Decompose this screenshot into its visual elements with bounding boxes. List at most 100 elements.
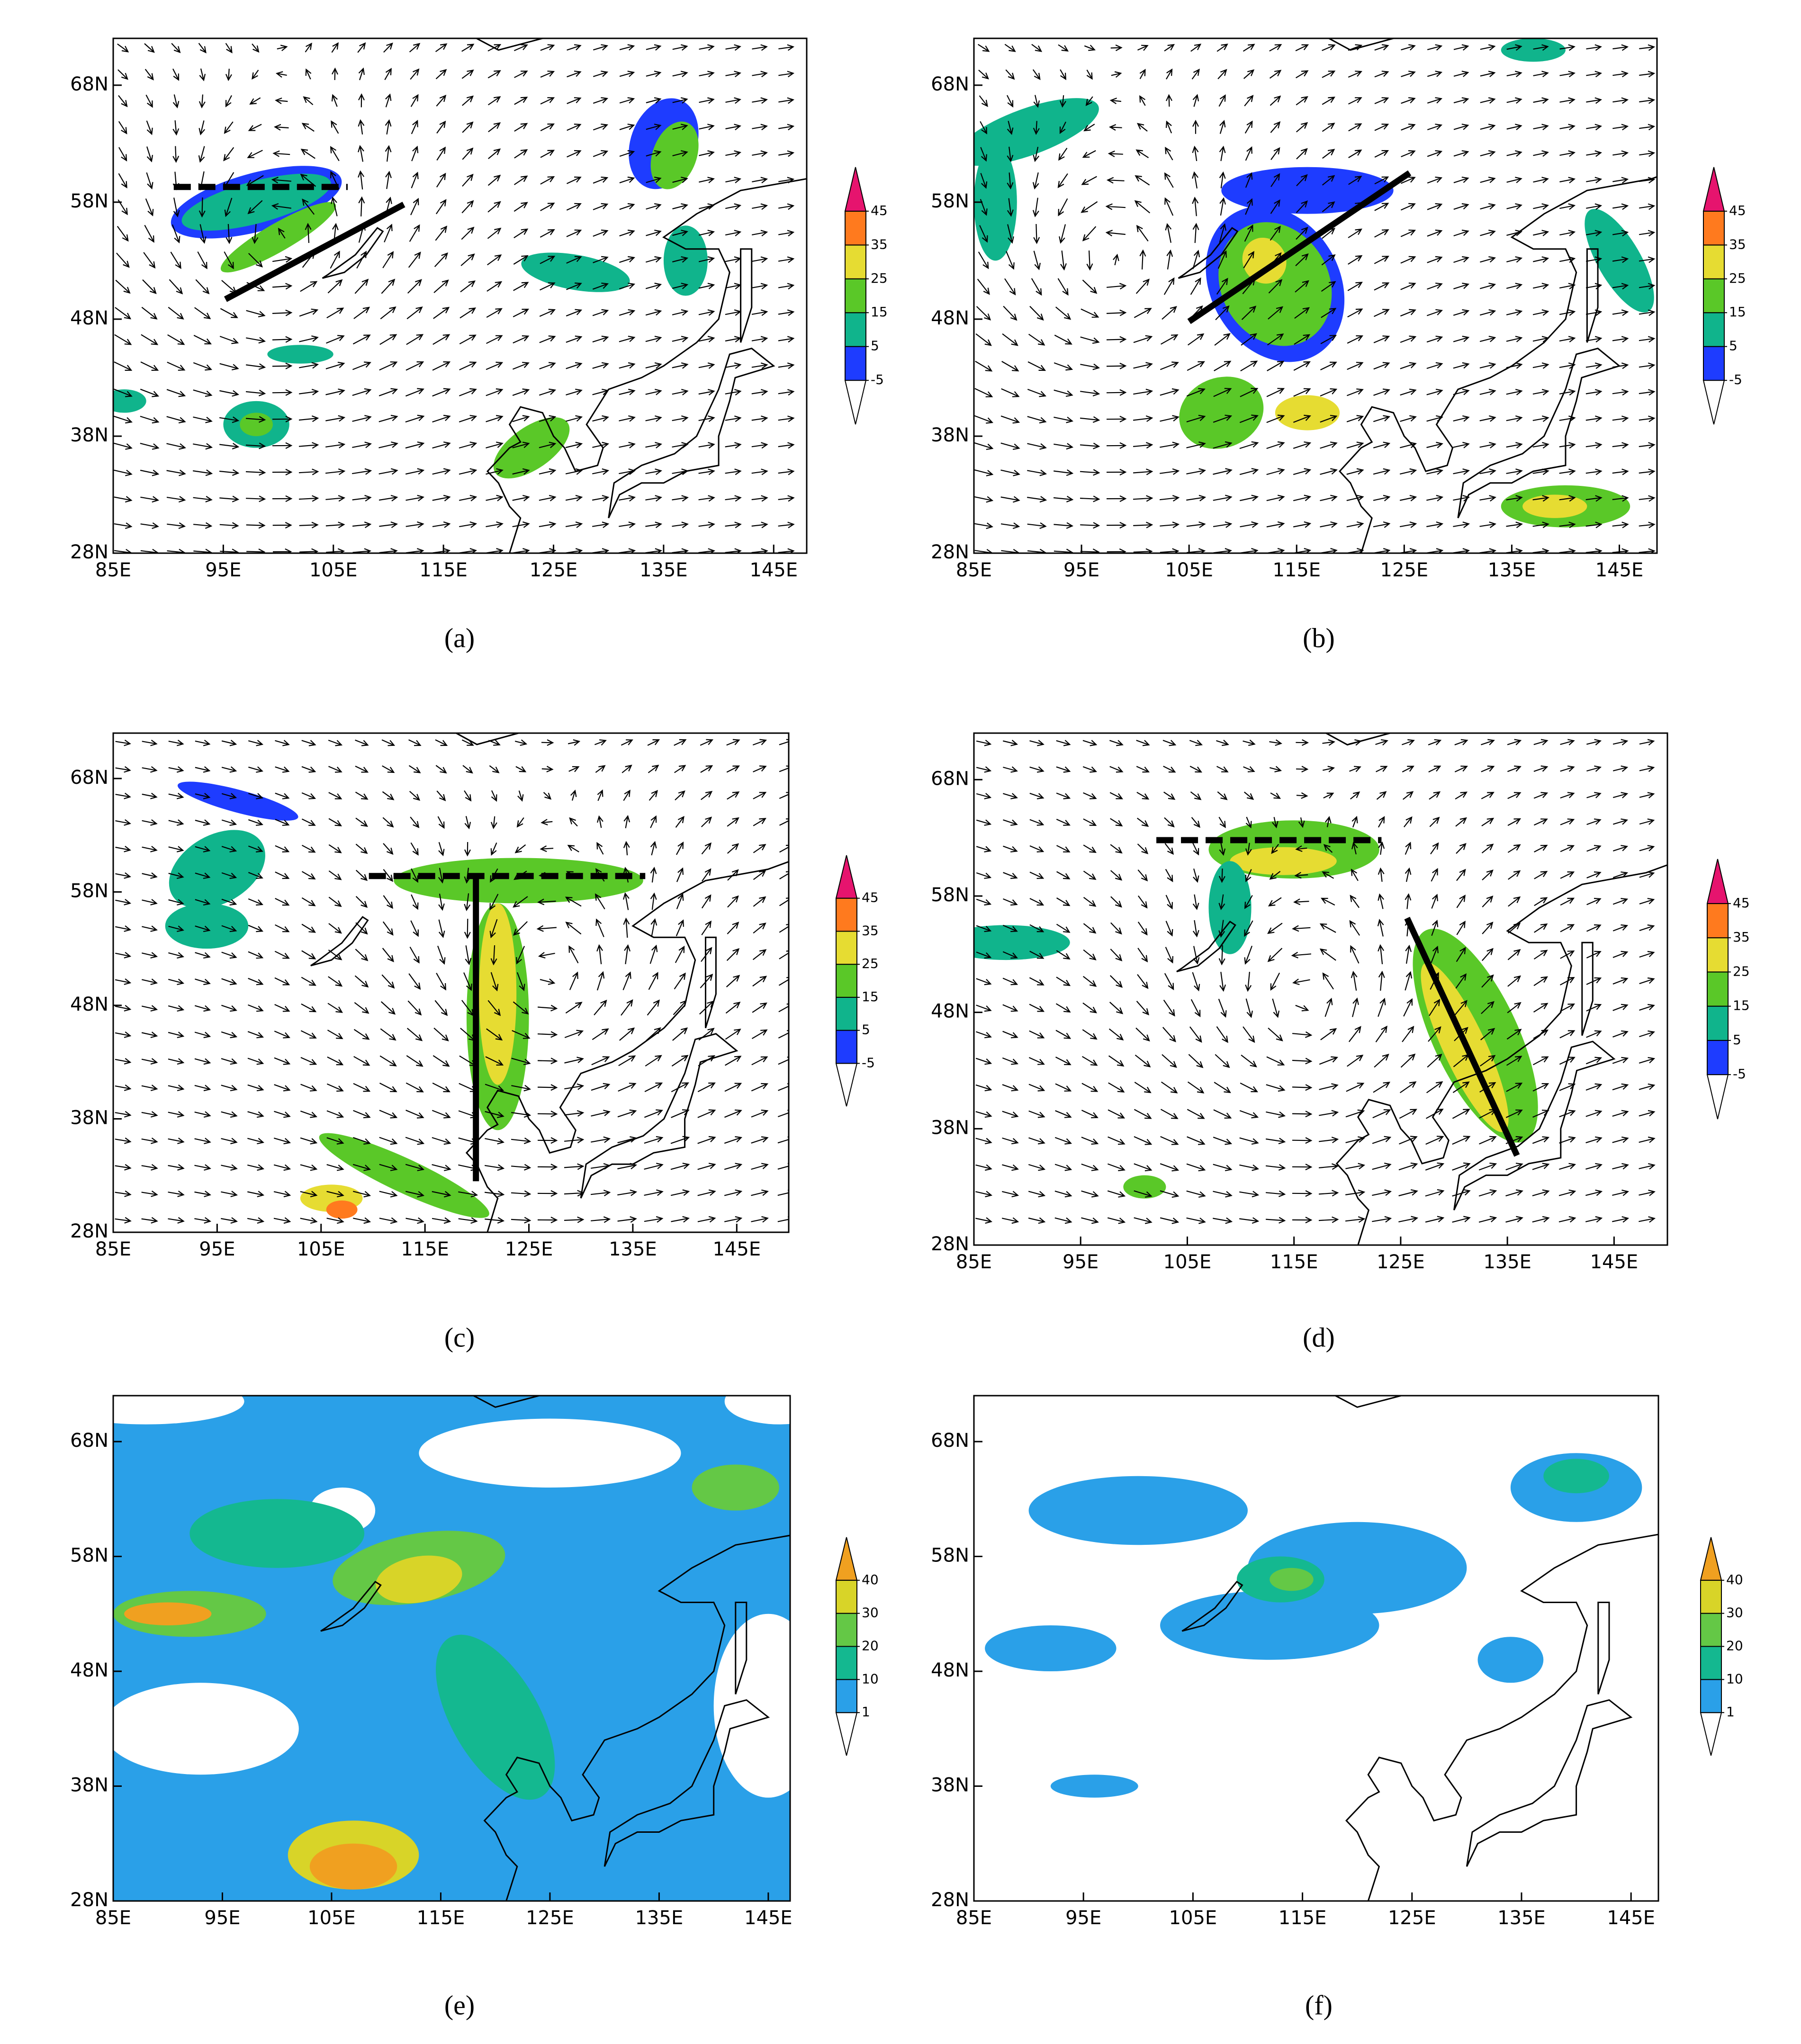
wind-vectors	[975, 739, 1656, 1224]
colorbar-box	[836, 1679, 857, 1713]
colorbar-label: 40	[862, 1572, 879, 1587]
shaded-area	[267, 345, 333, 364]
colorbar-box	[1707, 1005, 1729, 1041]
colorbar-label: 10	[1726, 1671, 1743, 1686]
colorbar-label: -5	[862, 1055, 875, 1070]
coastline	[1335, 1396, 1402, 1408]
coastline	[322, 227, 384, 279]
x-tick-label: 85E	[956, 559, 992, 581]
coastline	[1325, 733, 1390, 746]
colorbar-label: 30	[862, 1605, 879, 1621]
y-tick-label: 38N	[70, 424, 108, 446]
colorbar-extension	[835, 1063, 858, 1107]
y-tick-label: 28N	[70, 541, 108, 563]
colorbar-label: 5	[1733, 1032, 1741, 1048]
colorbar-extension	[1702, 167, 1725, 212]
cross-section-line	[1404, 916, 1520, 1157]
x-tick-label: 125E	[530, 559, 578, 581]
x-tick-label: 105E	[297, 1238, 345, 1260]
x-tick-label: 125E	[526, 1907, 574, 1929]
panel-label: (c)	[444, 1322, 475, 1353]
y-tick-label: 38N	[931, 1775, 969, 1796]
shaded-area	[1275, 395, 1340, 430]
x-tick-label: 125E	[1388, 1907, 1436, 1929]
shaded-area	[974, 925, 1070, 960]
y-tick-label: 68N	[931, 1430, 969, 1452]
colorbar-extension	[835, 855, 858, 899]
colorbar-box	[1707, 971, 1729, 1007]
plot-frame	[973, 37, 1658, 554]
wind-vectors	[974, 44, 1656, 553]
x-tick-label: 95E	[1063, 1251, 1099, 1273]
wind-vectors	[114, 42, 795, 553]
colorbar-box	[845, 346, 866, 381]
wind-vectors	[115, 739, 789, 1224]
x-tick-label: 135E	[1483, 1251, 1531, 1273]
coastline	[486, 178, 807, 553]
shaded-area	[1270, 1568, 1314, 1591]
coastline	[735, 1602, 747, 1694]
x-tick-label: 85E	[95, 1907, 131, 1929]
colorbar-box	[836, 996, 857, 1031]
colorbar-label: 20	[1726, 1638, 1743, 1654]
coastline	[705, 936, 717, 1029]
shaded-area	[493, 417, 570, 479]
y-tick-label: 28N	[70, 1220, 108, 1242]
shaded-area	[1221, 167, 1394, 214]
colorbar-box	[1703, 312, 1725, 347]
shaded-area	[713, 1614, 790, 1798]
coastline	[476, 38, 543, 51]
shaded-area	[1242, 237, 1287, 284]
y-tick-label: 38N	[70, 1107, 108, 1129]
colorbar-extension	[844, 380, 867, 425]
y-tick-label: 58N	[70, 1545, 108, 1567]
shaded-area	[326, 1200, 358, 1219]
colorbar-label: 15	[862, 989, 879, 1004]
colorbar-box	[845, 312, 866, 347]
y-tick-label: 48N	[931, 1001, 969, 1022]
shaded-area	[1585, 209, 1654, 313]
coastline	[740, 248, 753, 343]
map-panel	[974, 733, 1667, 1245]
colorbar-box	[1700, 1679, 1722, 1713]
cross-section-line	[1187, 170, 1412, 324]
map-background	[113, 38, 807, 553]
coastline	[1335, 864, 1667, 1245]
shaded-area	[124, 1602, 212, 1625]
colorbar-box	[836, 1030, 857, 1064]
map-background	[113, 733, 789, 1232]
shaded-area	[113, 1683, 299, 1775]
coastline	[1586, 248, 1599, 343]
colorbar-box	[845, 244, 866, 279]
y-tick-label: 38N	[931, 424, 969, 446]
shaded-area	[724, 1396, 790, 1425]
shaded-area	[376, 1555, 462, 1604]
colorbar-label: 30	[1726, 1605, 1743, 1621]
shaded-area	[169, 830, 265, 909]
x-tick-label: 115E	[1279, 1907, 1327, 1929]
x-tick-label: 105E	[307, 1907, 356, 1929]
map-panel	[974, 1396, 1658, 1901]
x-tick-label: 115E	[1272, 559, 1321, 581]
colorbar-label: 25	[1733, 963, 1750, 979]
colorbar-box	[1703, 210, 1725, 246]
shaded-area	[1179, 377, 1264, 449]
x-tick-label: 95E	[204, 1907, 240, 1929]
colorbar-label: 45	[862, 890, 879, 905]
colorbar-box	[1703, 244, 1725, 279]
colorbar-extension	[844, 167, 867, 212]
colorbar-box	[1700, 1613, 1722, 1647]
x-tick-label: 85E	[956, 1907, 992, 1929]
colorbar-label: 10	[862, 1671, 879, 1686]
colorbar-label: 20	[862, 1638, 879, 1654]
y-tick-label: 38N	[70, 1775, 108, 1796]
shaded-area	[436, 1634, 555, 1800]
colorbar-box	[1707, 1040, 1729, 1076]
coastline	[473, 1396, 540, 1408]
shaded-area	[419, 1418, 681, 1488]
colorbar-box	[1707, 937, 1729, 973]
x-tick-label: 85E	[95, 1238, 131, 1260]
coastline	[1176, 920, 1236, 973]
colorbar-label: 25	[862, 956, 879, 971]
